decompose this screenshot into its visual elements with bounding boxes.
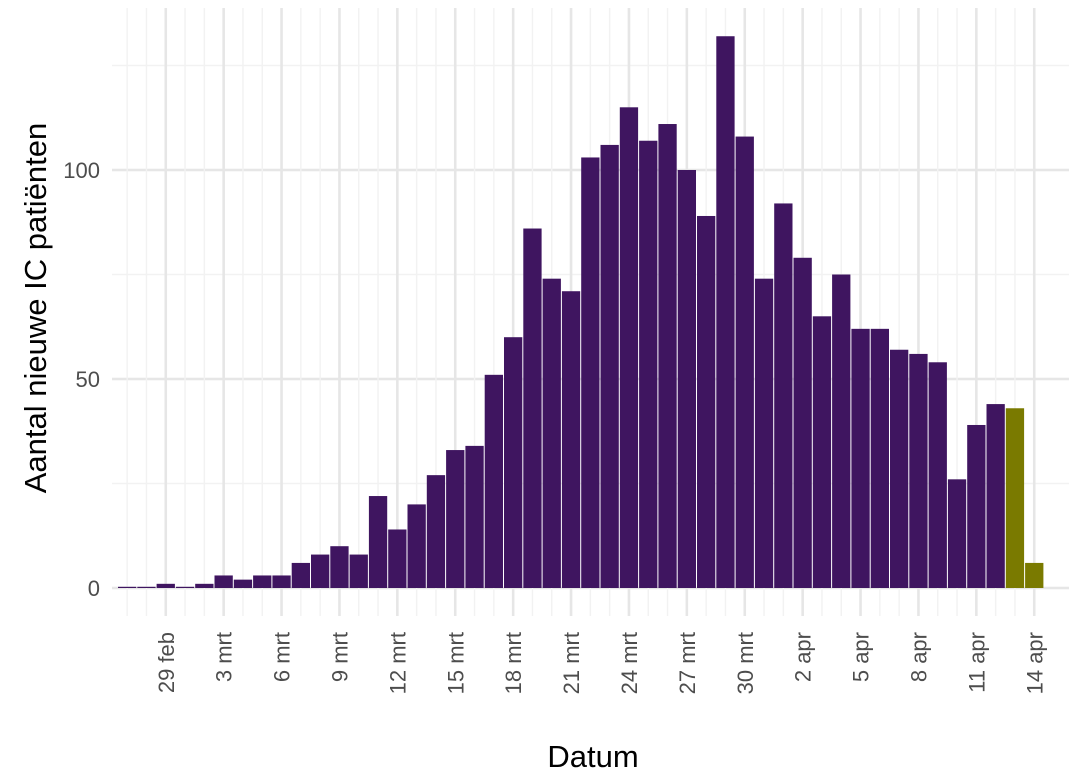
x-tick-label: 5 apr [849, 632, 874, 682]
bar-complete [272, 575, 291, 588]
bar-complete [523, 228, 542, 588]
bar-complete [368, 496, 388, 588]
bar-complete [349, 554, 368, 588]
bar-complete [812, 316, 832, 588]
bar-complete [639, 140, 658, 589]
x-tick-label: 11 apr [964, 632, 989, 693]
bar-complete [774, 203, 793, 588]
bar-complete [407, 504, 426, 588]
bar-complete [793, 257, 812, 588]
bar-preliminary [1025, 562, 1044, 588]
bars [118, 36, 1044, 589]
y-tick-label: 100 [63, 158, 100, 183]
x-tick-label: 15 mrt [443, 632, 468, 694]
bar-complete [986, 404, 1005, 588]
x-axis-ticks: 29 feb 3 mrt 6 mrt 9 mrt 12 mrt 15 mrt 18 mrt 2… [154, 632, 1048, 694]
bar-complete [581, 157, 600, 588]
x-tick-label: 3 mrt [212, 632, 237, 682]
bar-complete [253, 575, 272, 588]
bar-complete [735, 136, 754, 588]
bar-complete [291, 562, 310, 588]
x-tick-label: 8 apr [906, 632, 931, 682]
bar-complete [214, 575, 233, 588]
x-tick-label: 30 mrt [733, 632, 758, 694]
bar-complete [754, 278, 774, 588]
x-tick-label: 24 mrt [617, 632, 642, 694]
x-tick-label: 9 mrt [327, 632, 352, 682]
y-tick-label: 0 [88, 576, 100, 601]
x-axis-title: Datum [547, 739, 638, 774]
y-axis-ticks: 0 50 100 [63, 158, 100, 601]
x-tick-label: 29 feb [154, 632, 179, 693]
bar-complete [600, 144, 619, 589]
x-tick-label: 6 mrt [270, 632, 295, 682]
bar-complete [504, 337, 523, 588]
bar-complete [677, 170, 696, 588]
y-tick-label: 50 [76, 367, 100, 392]
bar-complete [832, 274, 851, 588]
bar-complete [330, 546, 349, 588]
x-tick-label: 2 apr [791, 632, 816, 682]
bar-complete [697, 215, 716, 589]
x-tick-label: 12 mrt [385, 632, 410, 694]
x-tick-label: 27 mrt [675, 632, 700, 694]
bar-complete [658, 124, 677, 589]
bar-complete [928, 362, 947, 588]
bar-complete [619, 107, 639, 589]
bar-preliminary [1005, 408, 1025, 588]
bar-complete [195, 583, 214, 588]
bar-complete [947, 479, 967, 588]
bar-complete [446, 450, 465, 588]
bar-complete [156, 583, 175, 588]
bar-complete [233, 579, 253, 588]
bar-complete [909, 353, 928, 588]
bar-complete [137, 586, 156, 588]
bar-complete [542, 278, 561, 588]
bar-complete [388, 529, 407, 588]
bar-complete [561, 291, 581, 588]
bar-complete [465, 445, 484, 588]
bar-complete [484, 374, 503, 588]
bar-complete [118, 586, 137, 588]
x-tick-label: 14 apr [1022, 632, 1047, 694]
bar-complete [890, 349, 909, 588]
bar-complete [870, 328, 889, 588]
bar-complete [967, 424, 986, 588]
y-axis-title: Aantal nieuwe IC patiënten [18, 123, 53, 494]
bar-complete [716, 36, 735, 589]
bar-complete [311, 554, 330, 588]
bar-complete [175, 586, 195, 588]
bar-complete [851, 328, 870, 588]
x-tick-label: 21 mrt [559, 632, 584, 694]
x-tick-label: 18 mrt [501, 632, 526, 694]
bar-complete [426, 475, 446, 588]
